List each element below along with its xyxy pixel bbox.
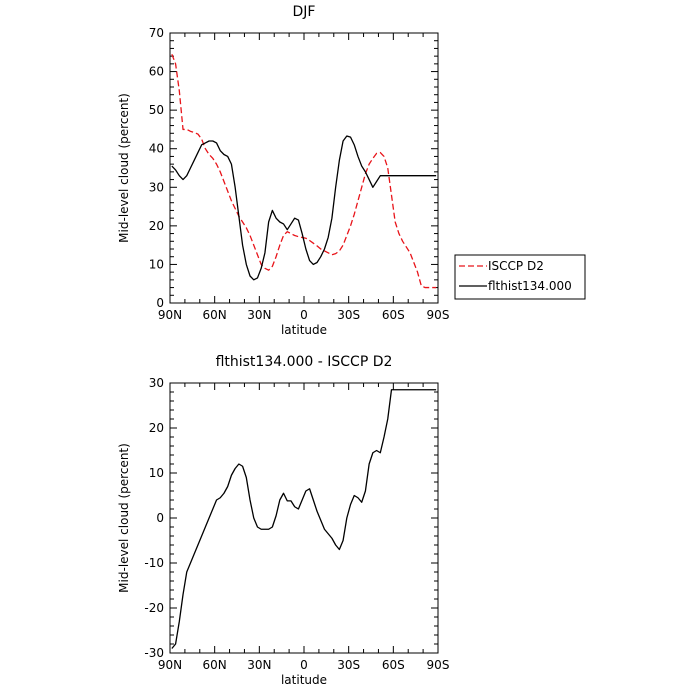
series-line-isccp-d2 — [171, 53, 437, 289]
x-tick-label: 30S — [337, 658, 360, 672]
plot-frame — [169, 32, 439, 304]
y-tick-label: -20 — [144, 601, 164, 615]
plot-frame — [169, 382, 439, 654]
x-tick-label: 60S — [382, 308, 405, 322]
y-tick-label: 0 — [156, 296, 164, 310]
chart-title: DJF — [293, 4, 316, 20]
x-tick-label: 90S — [427, 308, 450, 322]
x-tick-label: 90N — [158, 308, 182, 322]
y-tick-label: 30 — [149, 376, 164, 390]
y-tick-label: 0 — [156, 511, 164, 525]
y-tick-label: 10 — [149, 257, 164, 271]
series-line-flthist134-000 — [171, 135, 437, 281]
x-tick-label: 0 — [300, 308, 308, 322]
legend-label: flthist134.000 — [488, 279, 572, 293]
y-tick-label: 70 — [149, 26, 164, 40]
chart-panel-2: -30 -20 -10 0 10 20 30 90N 60N 30N 0 30S 60S 90S flthi… — [117, 354, 449, 687]
y-tick-label: 10 — [149, 466, 164, 480]
y-tick-label: 20 — [149, 421, 164, 435]
series-line-2 — [171, 389, 437, 649]
x-tick-label: 30S — [337, 308, 360, 322]
x-tick-label: 90N — [158, 658, 182, 672]
x-axis-label: latitude — [281, 673, 327, 687]
y-axis-label: Mid-level cloud (percent) — [117, 443, 131, 593]
chart-title: flthist134.000 - ISCCP D2 — [216, 354, 393, 370]
y-tick-label: 60 — [149, 65, 164, 79]
x-tick-label: 60N — [203, 658, 227, 672]
y-tick-label: -30 — [144, 646, 164, 660]
y-tick-label: 20 — [149, 219, 164, 233]
x-tick-label: 30N — [247, 308, 271, 322]
x-axis-label: latitude — [281, 323, 327, 337]
x-tick-label: 90S — [427, 658, 450, 672]
y-tick-label: 30 — [149, 180, 164, 194]
y-tick-label: 50 — [149, 103, 164, 117]
y-axis-label: Mid-level cloud (percent) — [117, 93, 131, 243]
y-tick-label: 40 — [149, 142, 164, 156]
x-tick-label: 30N — [247, 658, 271, 672]
chart-panel-1: 0 10 20 30 40 50 60 70 90N 60N 30N 0 30S 60S 90S DJF lat… — [117, 4, 586, 337]
y-tick-label: -10 — [144, 556, 164, 570]
legend: ISCCP D2 flthist134.000 — [454, 254, 586, 300]
x-tick-label: 60S — [382, 658, 405, 672]
legend-box — [454, 254, 586, 300]
legend-label: ISCCP D2 — [488, 259, 544, 273]
x-tick-label: 0 — [300, 658, 308, 672]
x-tick-label: 60N — [203, 308, 227, 322]
